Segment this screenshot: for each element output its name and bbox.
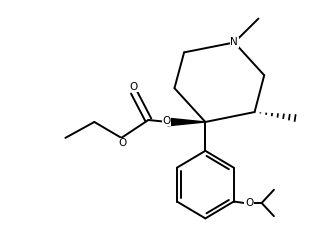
Text: N: N bbox=[230, 38, 238, 47]
Text: O: O bbox=[162, 115, 170, 126]
Text: O: O bbox=[130, 82, 138, 92]
Text: O: O bbox=[119, 138, 127, 148]
Text: O: O bbox=[245, 198, 253, 208]
Polygon shape bbox=[168, 118, 205, 126]
